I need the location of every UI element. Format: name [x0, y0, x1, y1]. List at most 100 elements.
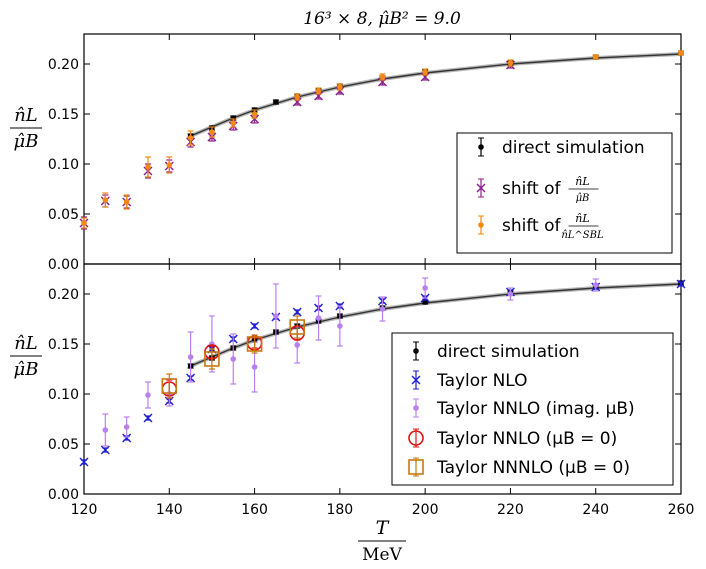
x-tick-label: 140 — [156, 502, 183, 518]
legend-frac-den: n̂L^SBL — [561, 230, 604, 241]
data-point — [422, 69, 428, 75]
x-tick-label: 120 — [71, 502, 98, 518]
legend-box — [456, 132, 673, 254]
legend-entry: Taylor NNNLO (μB = 0) — [408, 457, 630, 478]
x-tick-label: 180 — [326, 502, 353, 518]
legend-marker — [478, 222, 484, 228]
x-axis-label: T MeV — [358, 517, 406, 565]
bottom-ylabel: n̂L μ̂B — [10, 333, 42, 380]
data-point — [250, 114, 260, 124]
data-point — [209, 129, 215, 135]
data-point — [592, 54, 599, 60]
data-point — [337, 323, 343, 329]
data-point — [315, 88, 322, 94]
legend-marker — [476, 183, 486, 193]
series-1 — [79, 60, 515, 230]
y-tick-label: 0.05 — [48, 437, 79, 453]
data-point — [230, 356, 237, 362]
legend-entry: shift of n̂L n̂L^SBL — [478, 212, 604, 241]
legend-marker — [478, 144, 484, 150]
y-tick-label: 0.10 — [48, 157, 79, 173]
legend-entry: Taylor NLO — [411, 370, 528, 391]
data-point — [123, 199, 130, 205]
data-point — [678, 50, 684, 56]
data-point — [145, 164, 151, 170]
legend-label: Taylor NNLO (imag. μB) — [436, 399, 635, 419]
fit-band — [189, 52, 682, 138]
legend-marker — [411, 375, 421, 385]
data-point — [273, 99, 279, 105]
x-tick-label: 200 — [412, 502, 439, 518]
top-ylabel-num: n̂L — [14, 105, 38, 126]
data-point — [507, 291, 514, 297]
data-point — [251, 111, 258, 117]
plot-frame — [83, 263, 682, 495]
top-ylabel: n̂L μ̂B — [10, 105, 42, 152]
legend-marker — [413, 405, 419, 411]
y-tick-label: 0.15 — [48, 337, 79, 353]
legend-label: Taylor NLO — [436, 371, 528, 391]
data-point — [102, 197, 109, 203]
x-tick-label: 160 — [241, 502, 268, 518]
data-point — [314, 91, 324, 101]
legend-label: shift of — [502, 216, 562, 236]
data-point — [289, 319, 306, 335]
data-point — [379, 74, 386, 80]
fit-curve — [190, 53, 682, 137]
legend-frac-num: n̂L — [575, 212, 589, 225]
data-point — [161, 378, 178, 394]
bottom-ylabel-num: n̂L — [14, 333, 38, 354]
bottom-ylabel-den: μ̂B — [14, 359, 39, 380]
x-tick-label: 240 — [582, 502, 609, 518]
y-tick-label: 0.10 — [48, 387, 79, 403]
legend-label: Taylor NNNLO (μB = 0) — [436, 458, 630, 478]
x-tick-label: 260 — [668, 502, 695, 518]
legend-label: direct simulation — [437, 342, 580, 362]
data-point — [250, 321, 260, 331]
bottom-panel: 0.00 0.05 0.10 0.15 0.20 120 140 160 180 200 220 24… — [48, 263, 695, 518]
legend-entry: shift of n̂L μ̂B — [476, 175, 599, 204]
data-point — [122, 433, 132, 443]
legend-label: shift of — [502, 179, 562, 199]
data-point — [379, 306, 386, 312]
data-point — [315, 315, 322, 321]
data-point — [145, 392, 151, 398]
data-point — [81, 220, 87, 226]
data-point — [166, 162, 173, 168]
data-point — [507, 60, 514, 66]
series-2 — [81, 50, 684, 229]
data-point — [204, 351, 220, 367]
legend: direct simulation Taylor NLO Taylor NNLO (… — [391, 332, 674, 486]
legend-entry: Taylor NNLO (imag. μB) — [413, 398, 635, 419]
y-tick-label: 0.00 — [48, 257, 79, 273]
data-point — [246, 336, 263, 352]
data-point — [100, 445, 110, 455]
legend-label: Taylor NNLO (μB = 0) — [436, 429, 617, 449]
data-point — [273, 313, 279, 319]
data-point — [230, 120, 237, 126]
data-point — [592, 282, 599, 288]
data-point — [378, 77, 387, 87]
data-point — [294, 342, 301, 348]
data-point — [79, 457, 89, 467]
legend-marker — [408, 430, 424, 446]
y-tick-label: 0.00 — [48, 487, 79, 503]
xlabel-den: MeV — [362, 545, 402, 565]
data-point — [676, 279, 686, 289]
legend-marker — [413, 348, 419, 354]
y-tick-label: 0.20 — [48, 57, 79, 73]
top-ylabel-den: μ̂B — [14, 131, 39, 152]
series-0 — [187, 50, 684, 139]
legend-frac-num: n̂L — [575, 175, 589, 188]
legend-entry: direct simulation — [478, 137, 645, 158]
data-point — [102, 427, 109, 433]
data-point — [292, 97, 302, 107]
y-tick-label: 0.05 — [48, 207, 79, 223]
y-tick-label: 0.20 — [48, 287, 79, 303]
legend-entry: direct simulation — [413, 341, 580, 362]
data-point — [123, 424, 130, 430]
data-point — [335, 86, 345, 96]
legend-entry: Taylor NNLO (μB = 0) — [408, 428, 617, 449]
